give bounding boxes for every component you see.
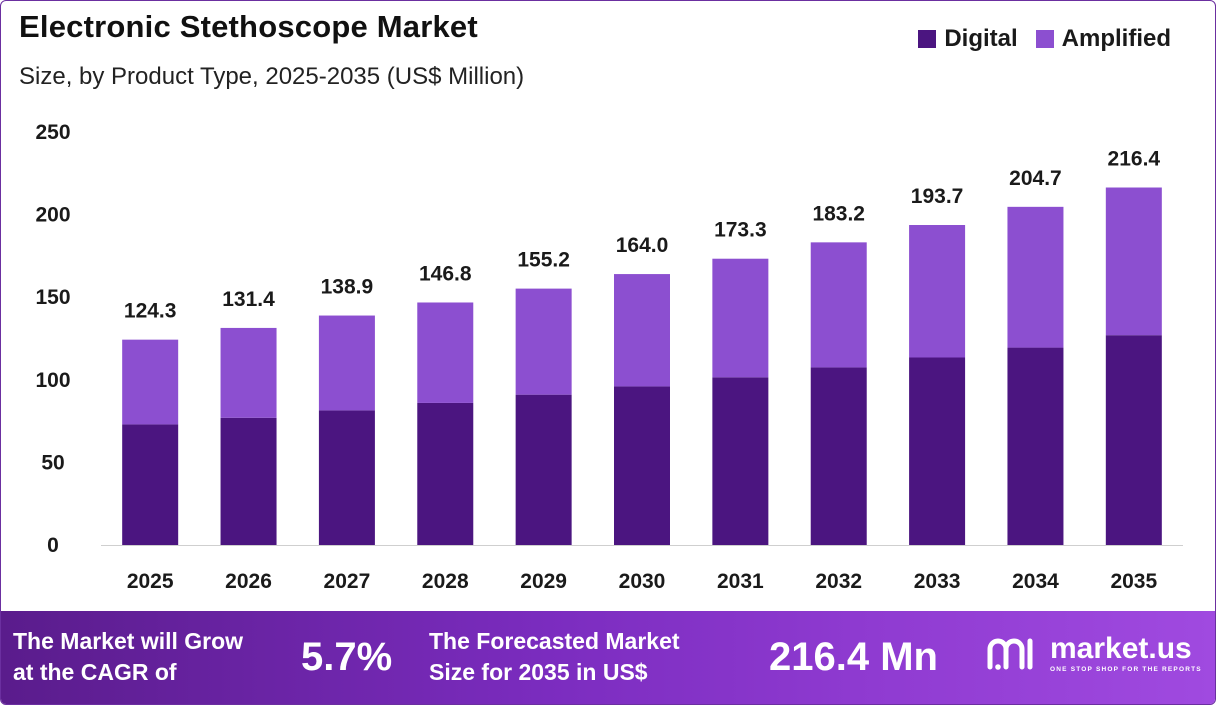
bar-digital-2029 (515, 394, 572, 545)
x-tick-label: 2034 (1012, 570, 1059, 593)
chart-title: Electronic Stethoscope Market (19, 9, 478, 44)
bar-digital-2027 (318, 410, 375, 545)
bar-amplified-2035 (1105, 187, 1162, 336)
bar-total-label: 124.3 (124, 300, 177, 323)
bar-digital-2035 (1105, 335, 1162, 545)
bar-amplified-2025 (122, 339, 179, 425)
x-tick-label: 2032 (815, 570, 862, 593)
bar-total-label: 216.4 (1108, 148, 1161, 171)
bar-total-label: 155.2 (517, 249, 570, 272)
x-tick-label: 2025 (127, 570, 174, 593)
chart-subtitle: Size, by Product Type, 2025-2035 (US$ Mi… (19, 63, 525, 90)
bar-amplified-2032 (810, 242, 867, 368)
bar-total-label: 183.2 (812, 202, 865, 225)
bar-amplified-2027 (318, 315, 375, 411)
y-tick-label: 250 (35, 121, 70, 144)
x-tick-label: 2031 (717, 570, 764, 593)
legend-item-digital: Digital (918, 25, 1018, 53)
bar-total-label: 193.7 (911, 185, 964, 208)
bar-digital-2034 (1007, 347, 1064, 545)
brand-name: market.us (1050, 631, 1192, 665)
y-tick-label: 200 (35, 204, 70, 227)
brand-logo: market.us ONE STOP SHOP FOR THE REPORTS (986, 633, 1202, 673)
y-tick-label: 50 (41, 451, 64, 474)
bar-digital-2033 (909, 357, 966, 545)
forecast-value: 216.4 Mn (769, 635, 938, 679)
bar-total-label: 131.4 (222, 288, 275, 311)
legend: Digital Amplified (918, 25, 1171, 53)
bar-total-label: 173.3 (714, 219, 767, 242)
bar-digital-2025 (122, 424, 179, 545)
footer-banner: The Market will Grow at the CAGR of 5.7%… (1, 611, 1215, 704)
bar-amplified-2030 (614, 274, 670, 387)
bar-digital-2030 (614, 386, 670, 545)
cagr-label: The Market will Grow at the CAGR of (13, 626, 243, 688)
forecast-label-line2: Size for 2035 in US$ (429, 659, 648, 685)
cagr-value: 5.7% (301, 635, 393, 679)
bar-amplified-2031 (712, 258, 769, 378)
x-tick-label: 2033 (914, 570, 961, 593)
bar-digital-2031 (712, 377, 769, 545)
bar-amplified-2029 (515, 288, 572, 395)
bar-amplified-2033 (909, 225, 966, 358)
forecast-label: The Forecasted Market Size for 2035 in U… (429, 626, 680, 688)
bar-total-label: 164.0 (616, 234, 669, 257)
market-us-logo-icon (987, 638, 1033, 670)
legend-swatch-digital (918, 30, 937, 48)
x-tick-label: 2028 (422, 570, 469, 593)
cagr-label-line2: at the CAGR of (13, 659, 177, 685)
y-tick-label: 150 (35, 286, 70, 309)
x-tick-label: 2029 (520, 570, 567, 593)
brand-tagline: ONE STOP SHOP FOR THE REPORTS (1050, 665, 1202, 673)
x-tick-label: 2035 (1110, 570, 1157, 593)
legend-swatch-amplified (1035, 30, 1054, 48)
bar-digital-2028 (417, 402, 474, 545)
x-tick-label: 2030 (619, 570, 666, 593)
bar-digital-2032 (810, 367, 867, 545)
x-tick-label: 2027 (324, 570, 371, 593)
legend-label-digital: Digital (944, 25, 1018, 52)
bar-amplified-2028 (417, 302, 474, 403)
x-tick-label: 2026 (225, 570, 272, 593)
bar-total-label: 204.7 (1009, 167, 1062, 190)
bar-total-label: 146.8 (419, 262, 472, 285)
y-tick-label: 100 (35, 369, 70, 392)
bar-total-label: 138.9 (321, 276, 374, 299)
bar-digital-2026 (220, 417, 277, 545)
legend-item-amplified: Amplified (1035, 25, 1171, 53)
forecast-label-line1: The Forecasted Market (429, 628, 680, 654)
cagr-label-line1: The Market will Grow (13, 628, 244, 654)
bar-amplified-2034 (1007, 206, 1064, 348)
bar-amplified-2026 (220, 327, 277, 418)
bar-chart: 0 50 100 150 200 250 124.3 2025 131.4 2026 138.9 20… (35, 121, 1183, 593)
y-tick-label: 0 (47, 534, 59, 557)
legend-label-amplified: Amplified (1061, 25, 1171, 52)
